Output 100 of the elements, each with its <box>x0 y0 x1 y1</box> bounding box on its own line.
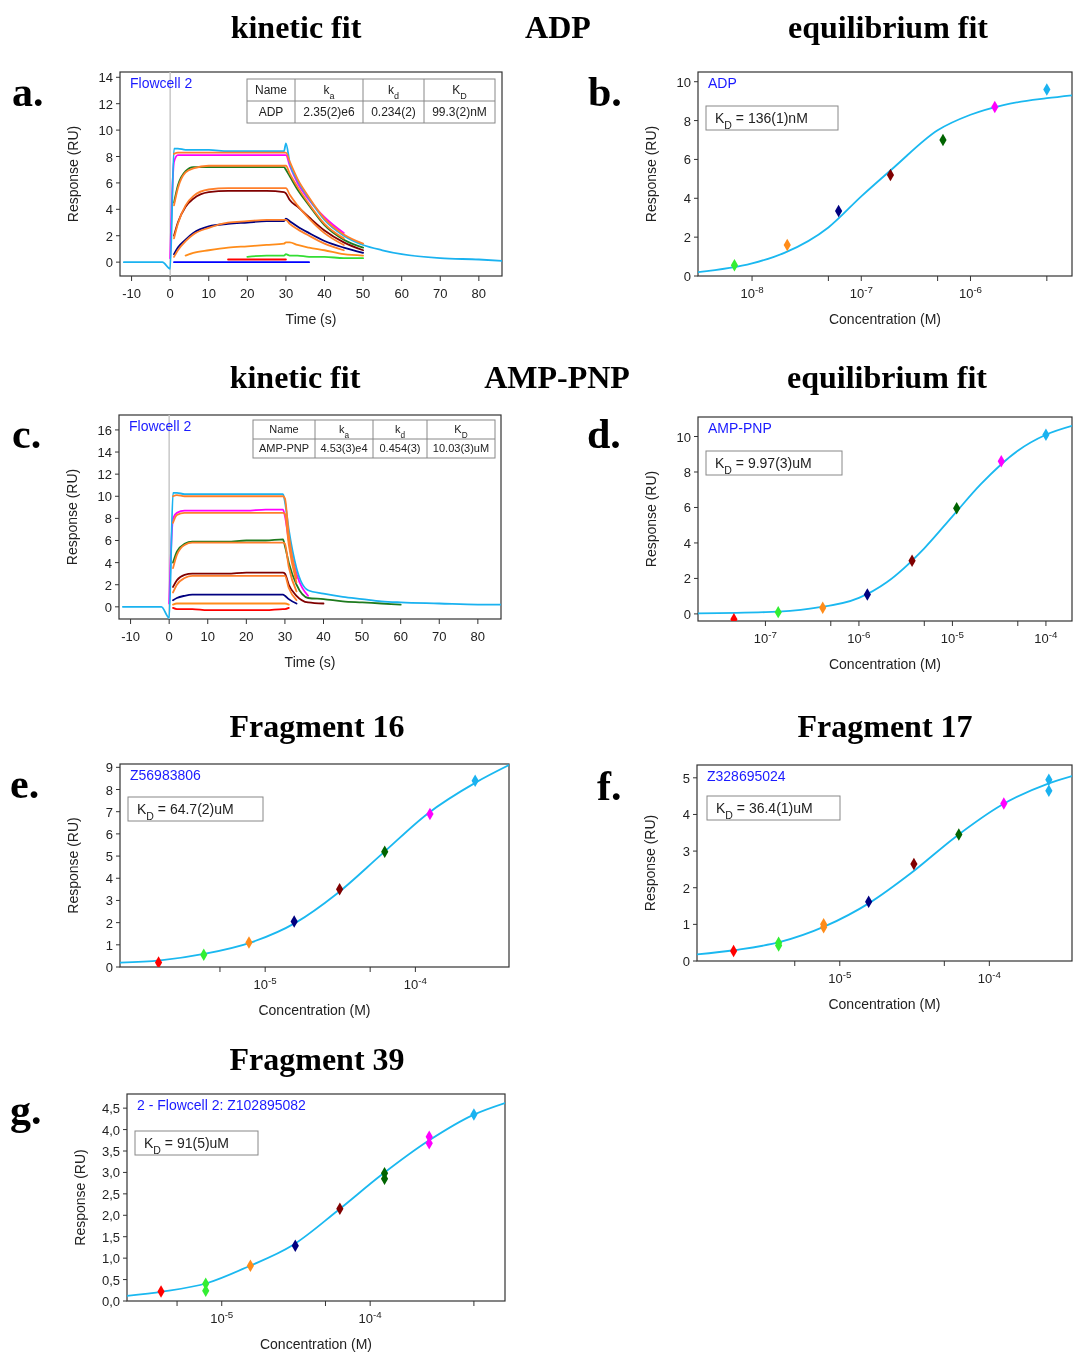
y-tick-label: 1 <box>105 937 113 953</box>
y-axis-title: Response (RU) <box>643 470 659 568</box>
x-tick-label: 10$^{-4}$ <box>403 974 428 992</box>
chart-subtitle: Z56983806 <box>130 767 202 783</box>
y-tick-label: 2 <box>105 228 113 244</box>
x-tick-label: 20 <box>240 286 255 301</box>
chart-subtitle: ADP <box>708 75 737 91</box>
annotation: AMP-PNP <box>258 442 310 455</box>
annotation: K$_{D}$ = 9.97(3)uM <box>715 455 812 476</box>
y-tick-label: 0 <box>105 255 113 271</box>
x-tick-label: 60 <box>394 286 409 301</box>
x-tick-label: 10 <box>201 286 216 301</box>
y-tick-label: 12 <box>97 467 112 483</box>
x-tick-label: 10$^{-5}$ <box>828 968 852 986</box>
x-tick-label: 30 <box>278 286 294 301</box>
x-tick-label: -10 <box>122 286 141 301</box>
y-tick-label: 6 <box>104 533 112 549</box>
x-axis-title: Time (s) <box>285 311 337 327</box>
text: ADP <box>525 9 591 45</box>
y-tick-label: 2,5 <box>101 1186 120 1202</box>
y-tick-label: 4 <box>683 535 691 551</box>
y-tick-label: 10 <box>676 429 691 445</box>
text: e. <box>10 761 40 807</box>
y-tick-label: 2 <box>683 571 691 587</box>
x-tick-label: 10 <box>200 629 215 644</box>
y-tick-label: 14 <box>98 70 113 86</box>
x-tick-label: 10$^{-7}$ <box>753 628 778 646</box>
x-tick-label: 0 <box>166 286 174 301</box>
y-tick-label: 10 <box>676 74 691 90</box>
x-tick-label: 10$^{-7}$ <box>849 283 873 301</box>
y-tick-label: 4 <box>683 191 691 207</box>
y-tick-label: 10 <box>97 489 112 505</box>
annotation: k$_{d}$ <box>387 83 400 102</box>
y-tick-label: 6 <box>105 175 113 191</box>
x-tick-label: 60 <box>393 629 408 644</box>
y-tick-label: 6 <box>683 152 691 168</box>
x-tick-label: 20 <box>239 629 254 644</box>
x-axis-title: Time (s) <box>284 654 336 670</box>
y-tick-label: 3,5 <box>101 1144 120 1159</box>
chart-subtitle: Z328695024 <box>707 768 786 784</box>
y-tick-label: 3 <box>105 893 113 909</box>
x-tick-label: 80 <box>471 286 487 301</box>
chart-subtitle: 2 - Flowcell 2: Z102895082 <box>137 1097 307 1113</box>
y-tick-label: 1 <box>682 917 690 933</box>
chart-title: Fragment 17 <box>797 708 973 744</box>
text: c. <box>12 411 42 457</box>
x-tick-label: 0 <box>165 629 173 644</box>
x-tick-label: 10$^{-6}$ <box>958 283 983 301</box>
chart-title: Fragment 16 <box>229 708 405 744</box>
y-tick-label: 1,0 <box>101 1251 120 1267</box>
annotation: k$_{a}$ <box>323 83 335 102</box>
text: d. <box>587 411 621 457</box>
y-tick-label: 9 <box>105 760 113 776</box>
text: f. <box>597 763 622 809</box>
y-axis-title: Response (RU) <box>643 125 659 223</box>
chart-title: kinetic fit <box>229 359 361 395</box>
x-tick-label: 10$^{-5}$ <box>210 1308 234 1326</box>
text: AMP-PNP <box>484 359 630 395</box>
y-tick-label: 0,0 <box>101 1294 120 1309</box>
x-tick-label: -10 <box>121 629 140 644</box>
x-tick-label: 70 <box>432 629 447 644</box>
x-tick-label: 50 <box>354 629 370 644</box>
x-tick-label: 10$^{-6}$ <box>847 628 871 646</box>
annotation: 10.03(3)uM <box>432 442 490 455</box>
annotation: k$_{a}$ <box>338 423 350 440</box>
y-tick-label: 16 <box>97 422 112 438</box>
annotation: K$_{D}$ = 36.4(1)uM <box>716 800 813 821</box>
annotation: ADP <box>258 105 284 120</box>
x-axis-title: Concentration (M) <box>828 656 942 672</box>
y-tick-label: 8 <box>683 464 691 480</box>
annotation: Name <box>254 83 288 98</box>
annotation: 99.3(2)nM <box>432 105 487 120</box>
y-axis-title: Response (RU) <box>642 814 658 912</box>
annotation: K$_{D}$ <box>454 423 468 440</box>
x-tick-label: 70 <box>433 286 448 301</box>
y-tick-label: 2 <box>682 880 690 896</box>
x-axis-title: Concentration (M) <box>828 996 941 1012</box>
chart-subtitle: Flowcell 2 <box>129 418 192 434</box>
x-tick-label: 80 <box>470 629 486 644</box>
text: g. <box>10 1087 42 1133</box>
x-tick-label: 10$^{-5}$ <box>940 628 965 646</box>
text: b. <box>588 69 622 115</box>
chart-title: Fragment 39 <box>229 1041 405 1077</box>
chart-title: kinetic fit <box>230 9 362 45</box>
annotation: Name <box>269 423 299 436</box>
annotation: k$_{d}$ <box>394 423 406 440</box>
y-tick-label: 4 <box>104 555 112 571</box>
x-tick-label: 40 <box>316 629 331 644</box>
y-tick-label: 6 <box>683 500 691 516</box>
y-tick-label: 4,0 <box>101 1122 120 1138</box>
x-tick-label: 10$^{-5}$ <box>253 974 278 992</box>
y-tick-label: 14 <box>97 445 112 461</box>
y-tick-label: 5 <box>105 849 113 865</box>
y-tick-label: 2 <box>683 230 691 246</box>
y-tick-label: 0,5 <box>101 1272 120 1288</box>
y-tick-label: 3,0 <box>101 1165 120 1181</box>
y-tick-label: 4 <box>682 807 690 823</box>
annotation: 0.234(2) <box>371 105 416 120</box>
x-tick-label: 40 <box>317 286 332 301</box>
annotation: 0.454(3) <box>379 442 421 455</box>
